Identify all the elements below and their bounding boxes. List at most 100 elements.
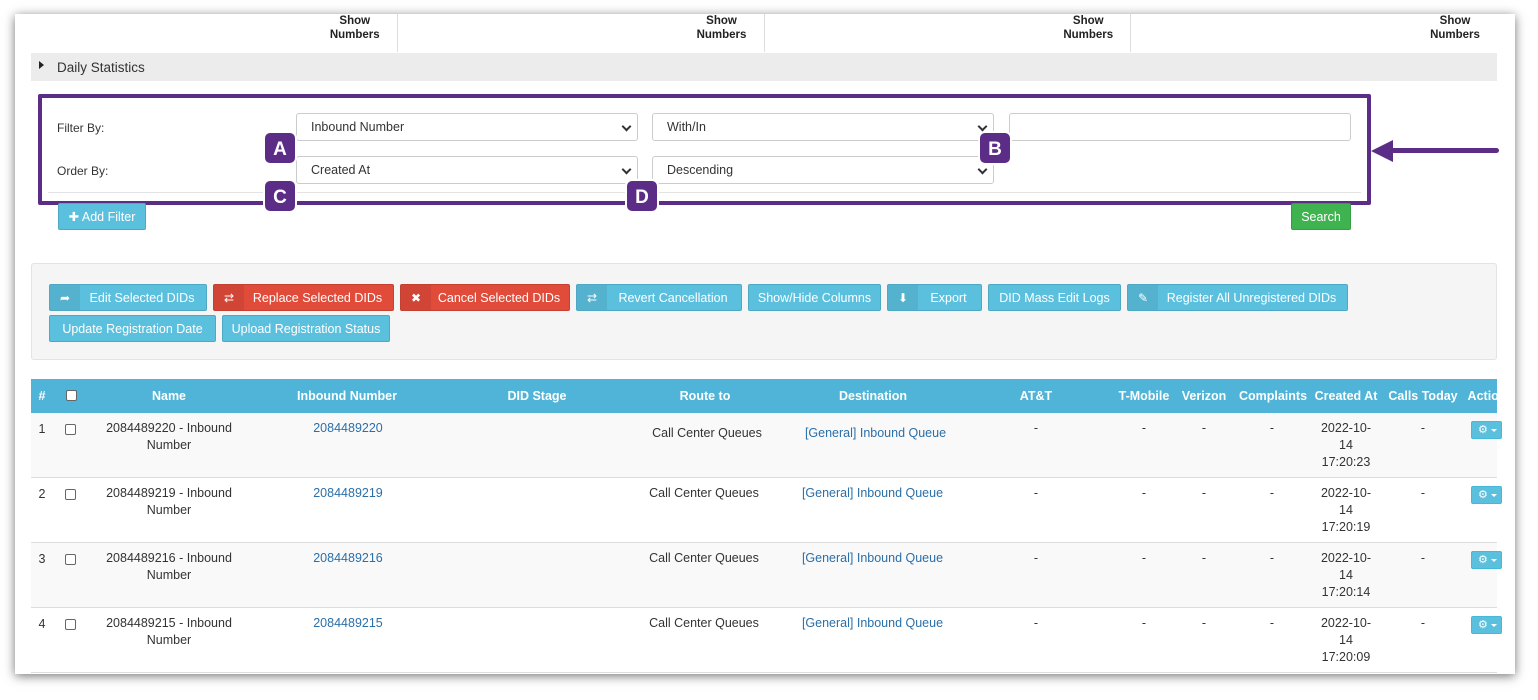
filter-value-input[interactable] xyxy=(1009,113,1351,141)
caret-down-icon xyxy=(1491,429,1497,432)
edit-selected-dids-button[interactable]: ➦ Edit Selected DIDs xyxy=(49,284,207,311)
show-numbers-cell: Show Numbers xyxy=(765,14,1132,52)
show-numbers-label[interactable]: Show Numbers xyxy=(1430,15,1480,41)
col-header-created-at[interactable]: Created At xyxy=(1314,389,1378,403)
col-header-complaints[interactable]: Complaints xyxy=(1238,389,1308,403)
replace-selected-dids-label: Replace Selected DIDs xyxy=(252,291,383,305)
row-calls-today: - xyxy=(1420,551,1426,565)
show-numbers-label[interactable]: Show Numbers xyxy=(329,15,380,41)
caret-down-icon xyxy=(1491,559,1497,562)
annotation-arrow xyxy=(1371,140,1503,162)
filter-field-value: Inbound Number xyxy=(311,120,405,134)
row-complaints: - xyxy=(1269,421,1275,435)
row-created-at: 2022-10- 14 17:20:09 xyxy=(1320,616,1372,664)
callout-badge-a: A xyxy=(263,131,297,165)
col-header-tmobile[interactable]: T-Mobile xyxy=(1118,389,1170,403)
filter-by-label: Filter By: xyxy=(57,121,105,135)
search-button[interactable]: Search xyxy=(1291,203,1351,230)
row-inbound-number-link[interactable]: 2084489219 xyxy=(313,486,383,500)
upload-registration-status-button[interactable]: Upload Registration Status xyxy=(222,315,390,342)
row-destination-link[interactable]: [General] Inbound Queue xyxy=(801,551,944,565)
row-route-to: Call Center Queues xyxy=(652,426,762,440)
chevron-down-icon xyxy=(621,164,632,175)
row-calls-today: - xyxy=(1420,421,1426,435)
row-inbound-number-link[interactable]: 2084489220 xyxy=(313,421,383,435)
order-direction-select[interactable]: Descending xyxy=(652,156,994,184)
table-row: 3 2084489216 - Inbound Number 2084489216 … xyxy=(31,543,1502,608)
filter-operator-value: With/In xyxy=(667,120,706,134)
row-att: - xyxy=(1033,616,1039,630)
gear-icon: ⚙ xyxy=(1478,554,1488,566)
col-header-verizon[interactable]: Verizon xyxy=(1181,389,1227,403)
retweet-icon: ⇄ xyxy=(586,291,598,305)
row-tmobile: - xyxy=(1141,486,1147,500)
row-action-gear-button[interactable]: ⚙ xyxy=(1471,616,1502,634)
caret-right-icon xyxy=(39,61,44,69)
row-route-to: Call Center Queues xyxy=(649,616,759,630)
cancel-selected-dids-button[interactable]: ✖ Cancel Selected DIDs xyxy=(400,284,570,311)
row-action-gear-button[interactable]: ⚙ xyxy=(1471,421,1502,439)
row-created-at: 2022-10- 14 17:20:19 xyxy=(1320,486,1372,534)
revert-cancellation-label: Revert Cancellation xyxy=(618,291,728,305)
row-number: 1 xyxy=(38,422,46,436)
col-header-name[interactable]: Name xyxy=(151,389,187,403)
col-header-att[interactable]: AT&T xyxy=(1019,389,1053,403)
row-number: 3 xyxy=(38,552,46,566)
col-header-inbound-number[interactable]: Inbound Number xyxy=(297,389,397,403)
chevron-down-icon xyxy=(977,121,988,132)
add-filter-button[interactable]: ✚ Add Filter xyxy=(58,203,146,230)
row-name: 2084489219 - Inbound Number xyxy=(106,486,232,517)
register-all-unregistered-dids-button[interactable]: ✎ Register All Unregistered DIDs xyxy=(1127,284,1348,311)
dids-table: # Name Inbound Number DID Stage Route to… xyxy=(31,379,1506,673)
row-inbound-number-link[interactable]: 2084489215 xyxy=(313,616,383,630)
edit-icon: ✎ xyxy=(1137,291,1149,305)
show-numbers-row: Show Numbers Show Numbers Show Numbers S… xyxy=(31,14,1497,52)
replace-selected-dids-button[interactable]: ⇄ Replace Selected DIDs xyxy=(213,284,394,311)
row-complaints: - xyxy=(1269,486,1275,500)
bulk-actions-panel xyxy=(31,263,1497,360)
col-header-calls-today[interactable]: Calls Today xyxy=(1388,389,1458,403)
show-hide-columns-button[interactable]: Show/Hide Columns xyxy=(748,284,881,311)
col-header-destination[interactable]: Destination xyxy=(838,389,908,403)
show-numbers-label[interactable]: Show Numbers xyxy=(1063,15,1114,41)
row-action-gear-button[interactable]: ⚙ xyxy=(1471,486,1502,504)
filter-field-select[interactable]: Inbound Number xyxy=(296,113,638,141)
close-icon: ✖ xyxy=(410,291,422,305)
update-registration-date-button[interactable]: Update Registration Date xyxy=(49,315,216,342)
row-checkbox[interactable] xyxy=(65,554,76,565)
row-destination-link[interactable]: [General] Inbound Queue xyxy=(804,426,947,440)
arrow-shaft xyxy=(1387,148,1499,153)
order-field-select[interactable]: Created At xyxy=(296,156,638,184)
revert-cancellation-button[interactable]: ⇄ Revert Cancellation xyxy=(576,284,742,311)
row-checkbox[interactable] xyxy=(65,619,76,630)
row-tmobile: - xyxy=(1141,551,1147,565)
row-checkbox[interactable] xyxy=(65,424,76,435)
app-frame: Show Numbers Show Numbers Show Numbers S… xyxy=(15,14,1515,674)
row-action-gear-button[interactable]: ⚙ xyxy=(1471,551,1502,569)
retweet-icon: ⇄ xyxy=(223,291,235,305)
table-header: # Name Inbound Number DID Stage Route to… xyxy=(31,379,1506,413)
row-checkbox[interactable] xyxy=(65,489,76,500)
select-all-checkbox[interactable] xyxy=(66,390,77,401)
daily-statistics-toggle[interactable]: Daily Statistics xyxy=(31,53,1497,81)
col-header-route-to[interactable]: Route to xyxy=(679,389,731,403)
col-header-did-stage[interactable]: DID Stage xyxy=(507,389,567,403)
show-numbers-label[interactable]: Show Numbers xyxy=(696,15,747,41)
order-direction-value: Descending xyxy=(667,163,734,177)
export-button[interactable]: ⬇ Export xyxy=(887,284,982,311)
row-verizon: - xyxy=(1201,421,1207,435)
gear-icon: ⚙ xyxy=(1478,424,1488,436)
order-field-value: Created At xyxy=(311,163,371,177)
row-destination-link[interactable]: [General] Inbound Queue xyxy=(801,486,944,500)
row-tmobile: - xyxy=(1141,616,1147,630)
row-name: 2084489215 - Inbound Number xyxy=(106,616,232,647)
caret-down-icon xyxy=(1491,624,1497,627)
filter-operator-select[interactable]: With/In xyxy=(652,113,994,141)
export-label: Export xyxy=(930,291,967,305)
row-complaints: - xyxy=(1269,616,1275,630)
show-numbers-cell: Show Numbers xyxy=(1131,14,1497,52)
row-destination-link[interactable]: [General] Inbound Queue xyxy=(801,616,944,630)
row-inbound-number-link[interactable]: 2084489216 xyxy=(313,551,383,565)
did-mass-edit-logs-button[interactable]: DID Mass Edit Logs xyxy=(988,284,1121,311)
show-numbers-cell: Show Numbers xyxy=(31,14,398,52)
